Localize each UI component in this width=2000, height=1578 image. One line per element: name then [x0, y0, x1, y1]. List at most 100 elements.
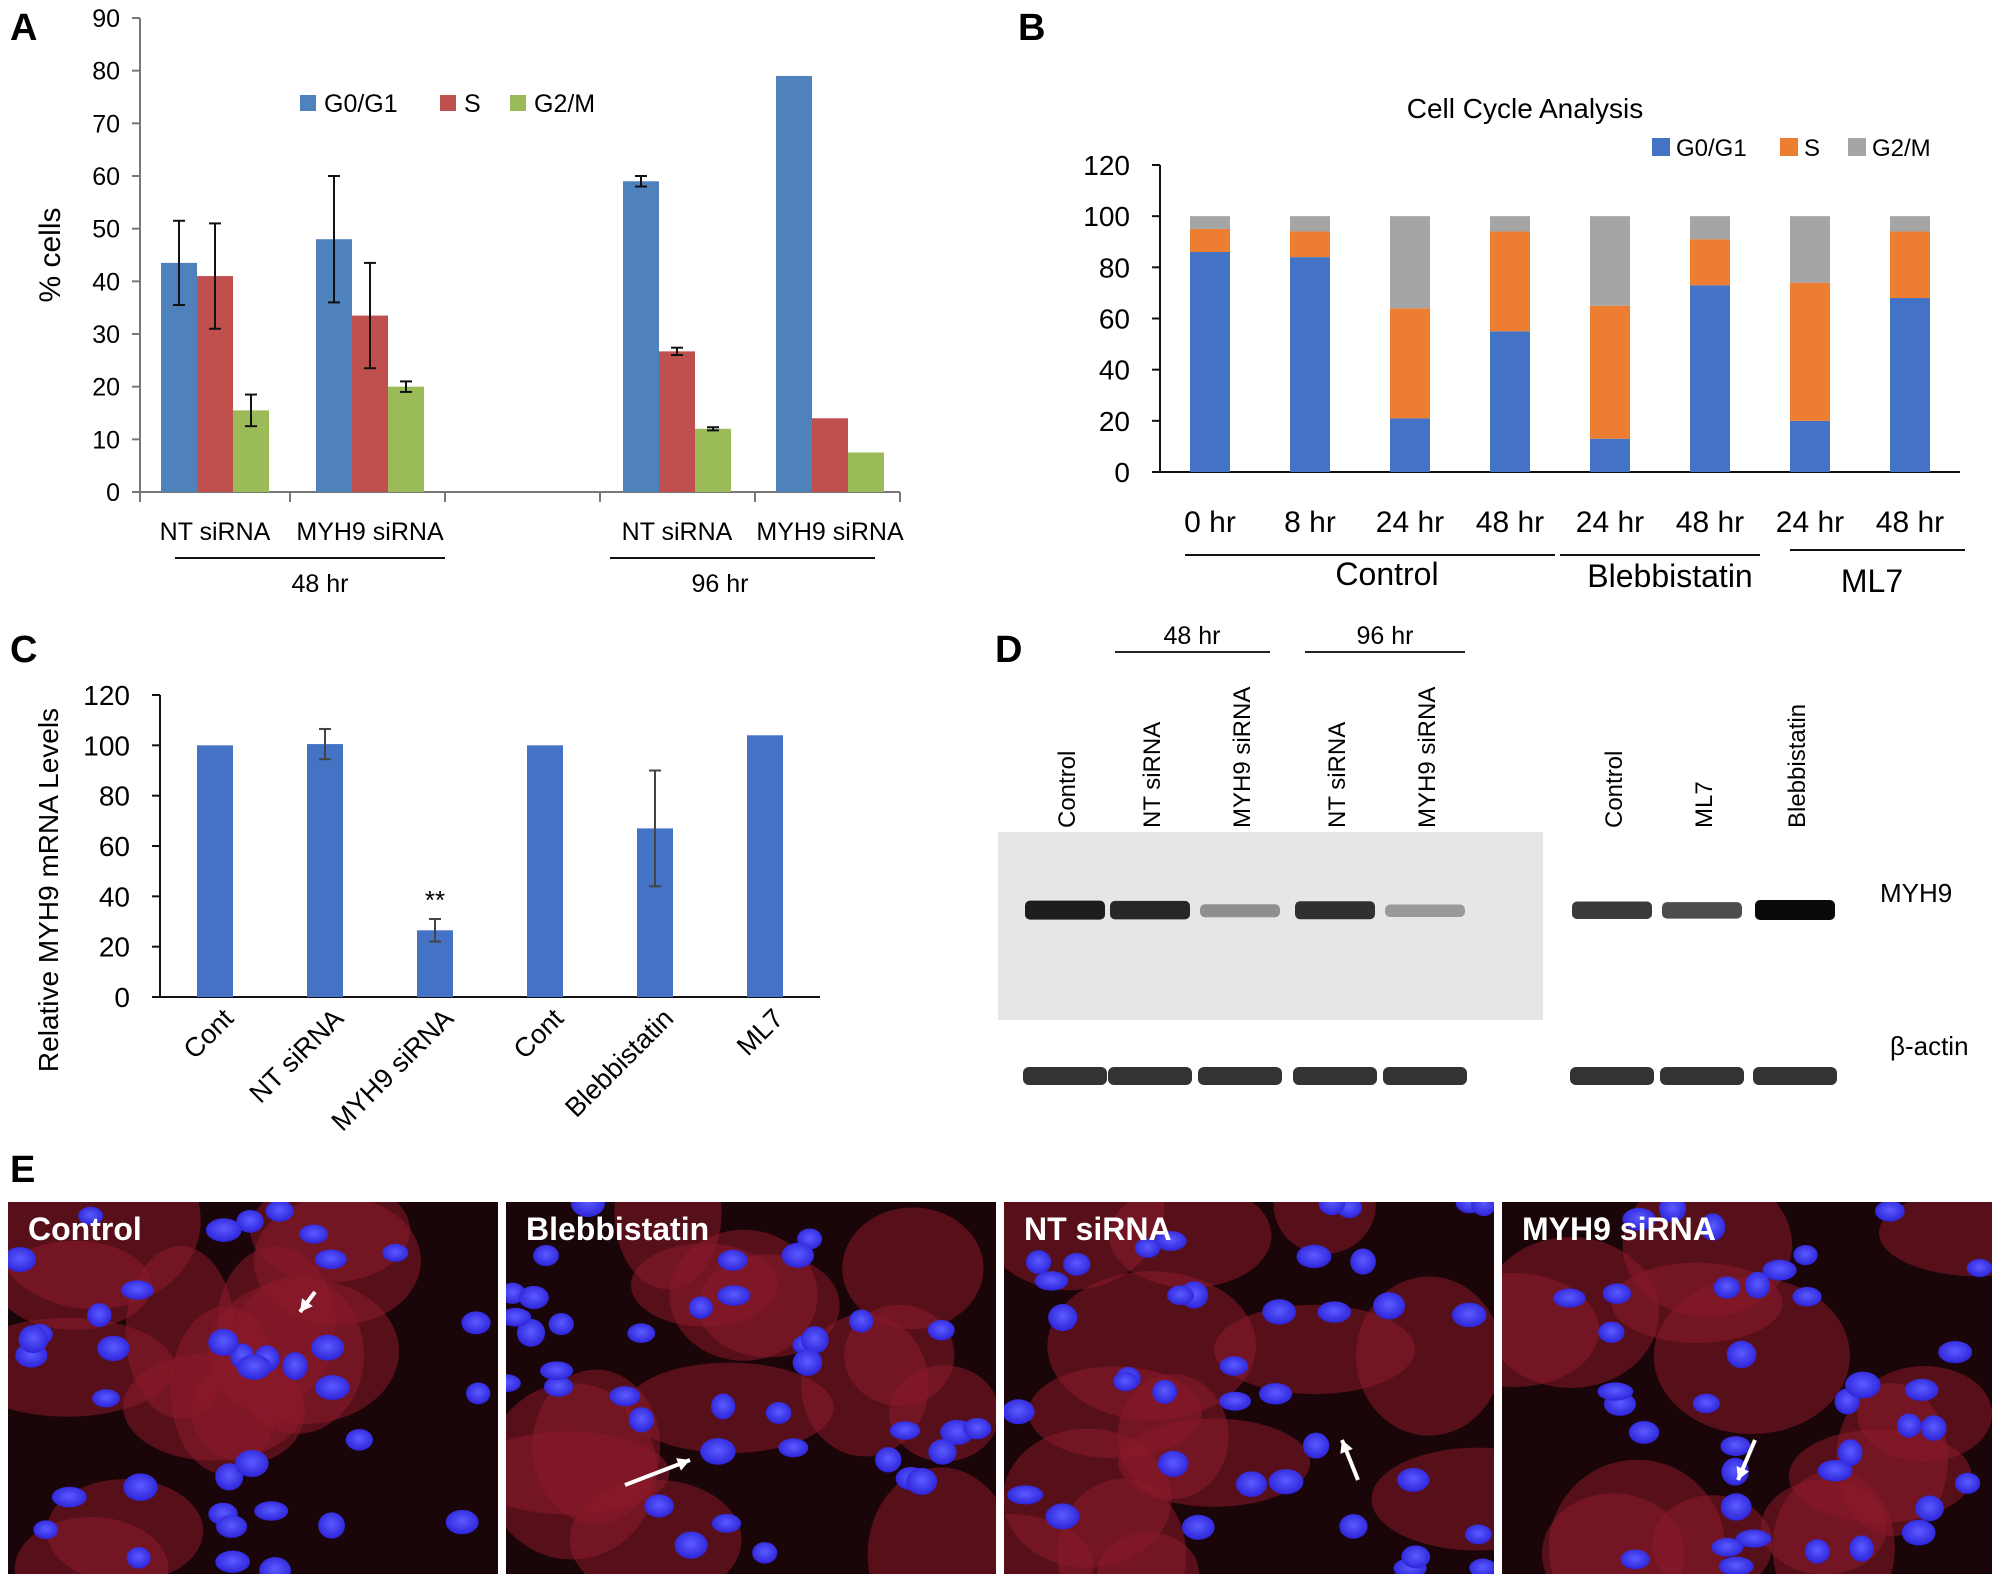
stacked-bar-segment: [1690, 285, 1730, 472]
legend-entry: G2/M: [534, 90, 595, 118]
group-label-96hr: 96 hr: [692, 570, 749, 598]
nucleus: [1350, 1248, 1376, 1275]
myh9-band: [1200, 904, 1280, 918]
nucleus: [1837, 1439, 1863, 1467]
panel-letter-e: E: [10, 1149, 35, 1191]
bar: [747, 735, 783, 997]
nucleus: [1025, 1250, 1052, 1275]
nucleus: [1219, 1356, 1249, 1376]
nucleus: [1744, 1271, 1771, 1299]
y-tick-label: 0: [114, 982, 130, 1013]
stacked-bar-segment: [1390, 216, 1430, 309]
actin-band: [1108, 1067, 1192, 1085]
x-category-label: Cont: [178, 1003, 240, 1065]
nucleus: [1875, 1202, 1905, 1222]
stacked-bar-segment: [1690, 216, 1730, 240]
nucleus: [543, 1376, 574, 1397]
x-category-label: NT siRNA: [622, 518, 733, 546]
nucleus: [1317, 1301, 1352, 1323]
nucleus: [1258, 1383, 1293, 1405]
y-tick-label: 60: [1099, 304, 1130, 335]
nucleus: [1711, 1537, 1744, 1557]
nucleus: [928, 1439, 957, 1465]
nucleus: [627, 1323, 656, 1343]
nucleus: [236, 1209, 264, 1233]
nucleus: [208, 1328, 239, 1356]
nucleus: [1034, 1271, 1069, 1291]
nucleus: [1469, 1558, 1494, 1574]
y-tick-label: 30: [92, 321, 120, 349]
blot-time-label-96hr: 96 hr: [1357, 622, 1414, 650]
arrow-head: [300, 1298, 313, 1312]
nucleus: [314, 1249, 347, 1270]
cytoplasm-region: [842, 1207, 984, 1330]
x-category-label: ML7: [731, 1003, 789, 1061]
nucleus: [752, 1542, 778, 1564]
nucleus: [717, 1249, 748, 1271]
stacked-bar-segment: [1890, 216, 1930, 232]
micrograph-panel: [8, 1202, 498, 1574]
nucleus: [801, 1326, 829, 1354]
cytoplasm-region: [207, 1278, 399, 1425]
stacked-bar-segment: [1490, 331, 1530, 472]
y-axis-label: % cells: [34, 207, 67, 302]
panel-letter-d: D: [995, 629, 1022, 671]
cytoplasm-region: [1788, 1429, 1972, 1523]
nucleus: [1451, 1302, 1487, 1328]
group-label-control: Control: [1335, 556, 1438, 592]
lane-label: Control: [1601, 751, 1628, 828]
micrograph-panel: [506, 1202, 996, 1574]
nucleus: [1553, 1288, 1586, 1308]
nucleus: [1268, 1469, 1304, 1495]
nucleus: [1598, 1321, 1625, 1343]
nucleus: [205, 1218, 242, 1242]
bar: [307, 744, 343, 997]
x-category-label: 24 hr: [1376, 506, 1444, 539]
nucleus: [216, 1515, 248, 1538]
lane-label: MYH9 siRNA: [1414, 687, 1441, 828]
blot-time-label-48hr: 48 hr: [1164, 622, 1221, 650]
y-tick-label: 40: [1099, 355, 1130, 386]
stacked-bar-segment: [1290, 231, 1330, 258]
nucleus: [711, 1393, 736, 1420]
legend-entry: G0/G1: [324, 90, 398, 118]
cytoplasm-region: [8, 1240, 152, 1330]
nucleus: [765, 1402, 792, 1424]
chart-b: Cell Cycle Analysis 0 20 40 60 80 100 120 0 hr 8 …: [1083, 93, 1965, 599]
y-tick-label: 50: [92, 216, 120, 244]
nucleus: [235, 1449, 269, 1478]
y-tick-label: 40: [92, 268, 120, 296]
nucleus: [1471, 1202, 1494, 1217]
nucleus: [540, 1361, 574, 1381]
nucleus: [120, 1280, 154, 1300]
nucleus: [570, 1202, 605, 1218]
legend-swatch: [440, 95, 456, 111]
micrographs: Control Blebbistatin NT siRNA MYH9 siRNA: [8, 1202, 1992, 1574]
nucleus: [518, 1285, 549, 1310]
nucleus: [1792, 1286, 1822, 1307]
nucleus: [465, 1382, 491, 1405]
nucleus: [236, 1354, 272, 1380]
nucleus: [1700, 1213, 1726, 1241]
lane-label: NT siRNA: [1324, 722, 1351, 828]
nucleus: [1063, 1252, 1091, 1276]
nucleus: [700, 1438, 736, 1465]
micrograph-label: MYH9 siRNA: [1522, 1211, 1716, 1247]
y-axis-label: Relative MYH9 mRNA Levels: [33, 708, 64, 1072]
nucleus: [92, 1389, 120, 1408]
legend-swatch: [300, 95, 316, 111]
arrow-head: [1736, 1466, 1749, 1480]
nucleus: [1004, 1399, 1035, 1425]
stacked-bar-segment: [1290, 257, 1330, 472]
legend-swatch: [510, 95, 526, 111]
y-tick-label: 80: [1099, 252, 1130, 283]
nucleus: [299, 1224, 329, 1244]
nucleus: [1397, 1467, 1430, 1492]
nucleus: [8, 1246, 37, 1272]
nucleus: [259, 1557, 291, 1574]
nucleus: [1134, 1238, 1161, 1258]
nucleus: [33, 1520, 59, 1540]
nucleus: [97, 1335, 130, 1362]
nucleus: [778, 1438, 809, 1458]
nucleus: [1628, 1420, 1660, 1444]
